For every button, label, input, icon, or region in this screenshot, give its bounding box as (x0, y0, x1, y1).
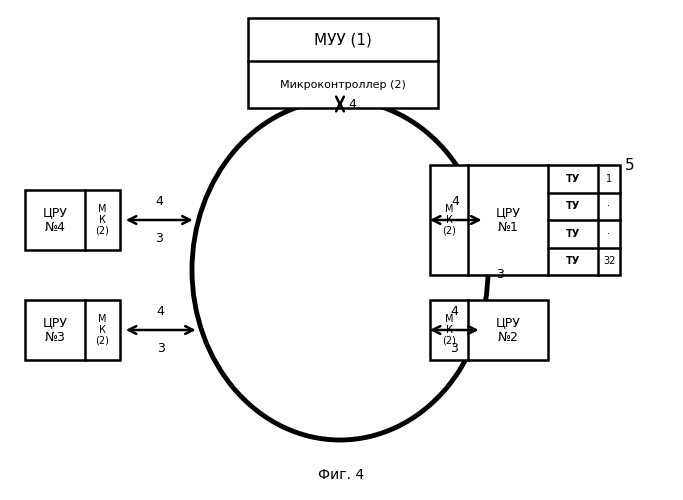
Text: М
К
(2): М К (2) (442, 314, 456, 346)
Text: Фиг. 4: Фиг. 4 (318, 468, 364, 482)
Text: ТУ: ТУ (566, 174, 580, 184)
Text: 32: 32 (603, 256, 615, 266)
Text: 3: 3 (157, 342, 165, 355)
Text: М
К
(2): М К (2) (96, 314, 109, 346)
Text: М
К
(2): М К (2) (96, 204, 109, 236)
Bar (430, 165, 620, 275)
Text: ЦРУ
№1: ЦРУ №1 (496, 206, 520, 234)
Bar (430, 300, 548, 360)
Text: ЦРУ
№3: ЦРУ №3 (42, 316, 68, 344)
Bar (25, 300, 120, 360)
Text: ·: · (607, 229, 611, 239)
Text: Микроконтроллер (2): Микроконтроллер (2) (280, 80, 406, 90)
Ellipse shape (192, 100, 488, 440)
Text: 4: 4 (157, 305, 165, 318)
Text: ТУ: ТУ (566, 201, 580, 211)
Text: 4: 4 (348, 98, 356, 110)
Text: 1: 1 (606, 174, 612, 184)
Text: ТУ: ТУ (566, 229, 580, 239)
Text: 4: 4 (450, 305, 458, 318)
Bar (248, 18, 438, 108)
Text: ЦРУ
№2: ЦРУ №2 (496, 316, 520, 344)
Text: 3: 3 (450, 342, 458, 355)
Text: ·: · (607, 201, 611, 211)
Bar (25, 190, 120, 250)
Text: 4: 4 (155, 195, 163, 208)
Text: МУУ (1): МУУ (1) (314, 32, 372, 47)
Text: ЦРУ
№4: ЦРУ №4 (42, 206, 68, 234)
Text: 3: 3 (155, 232, 163, 245)
Text: 5: 5 (625, 158, 635, 172)
Text: ТУ: ТУ (566, 256, 580, 266)
Text: 3: 3 (496, 268, 504, 281)
Text: 4: 4 (451, 195, 460, 208)
Text: М
К
(2): М К (2) (442, 204, 456, 236)
